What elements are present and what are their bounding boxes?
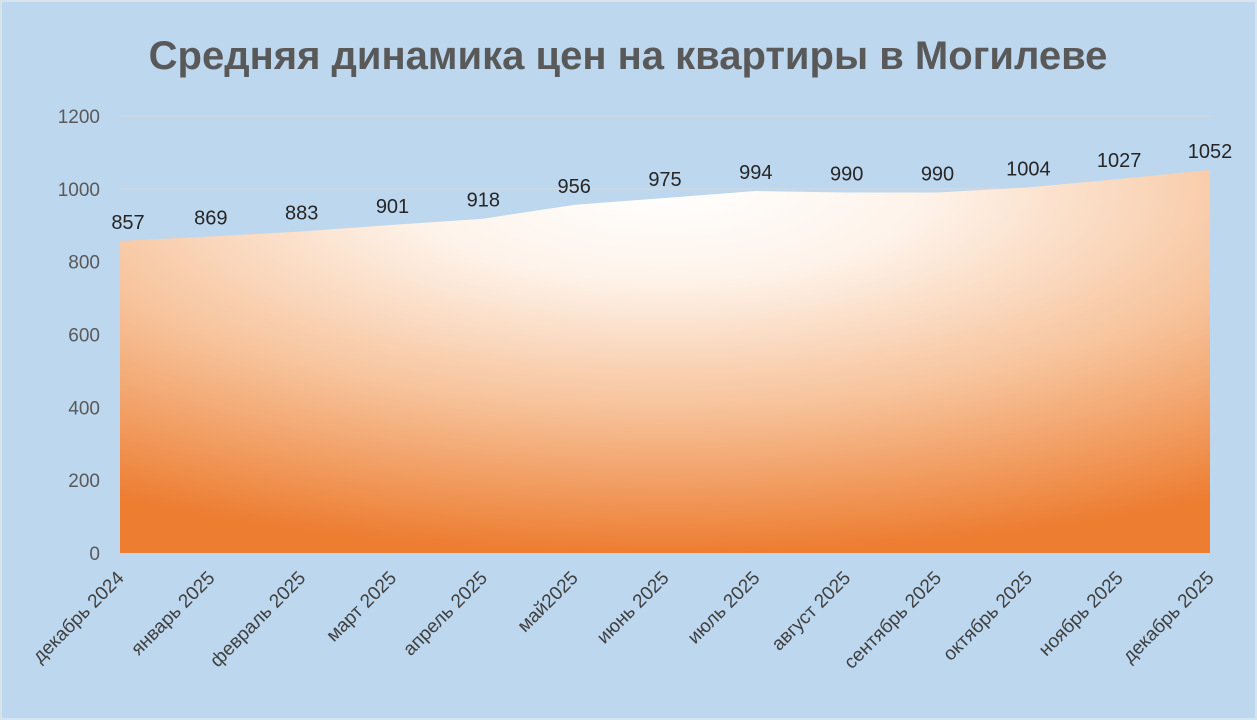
x-tick-label: август 2025: [768, 568, 855, 655]
data-label: 956: [557, 176, 590, 198]
x-tick-label: сентябрь 2025: [840, 568, 946, 674]
x-tick-label: май2025: [514, 568, 583, 637]
data-label: 1004: [1006, 158, 1051, 180]
data-label: 901: [376, 196, 409, 218]
data-label: 918: [467, 190, 500, 212]
area-series: [120, 169, 1210, 553]
x-tick-label: декабрь 2025: [1119, 568, 1219, 668]
data-label: 869: [194, 208, 227, 230]
chart-title: Средняя динамика цен на квартиры в Могил…: [149, 34, 1108, 78]
data-labels: 857 869 883 901 918 956 975 994 990 990 1004 1027 10…: [111, 141, 1232, 234]
data-label: 1052: [1188, 141, 1233, 163]
x-tick-label: декабрь 2024: [29, 567, 129, 667]
x-tick-label: ноябрь 2025: [1035, 568, 1128, 661]
y-axis: 0 200 400 600 800 1000 1200: [58, 107, 100, 565]
y-tick-label: 600: [68, 326, 100, 347]
x-tick-label: март 2025: [323, 568, 402, 647]
data-label: 1027: [1097, 150, 1142, 172]
y-tick-label: 0: [89, 544, 100, 565]
y-tick-label: 1200: [58, 107, 100, 128]
x-tick-label: июль 2025: [684, 568, 765, 649]
data-label: 883: [285, 202, 318, 224]
data-label: 990: [830, 163, 863, 185]
x-tick-label: январь 2025: [127, 568, 219, 660]
data-label: 994: [739, 162, 772, 184]
data-label: 857: [111, 212, 144, 234]
area-fill: [120, 169, 1210, 553]
x-tick-label: апрель 2025: [399, 568, 492, 661]
x-tick-label: октябрь 2025: [939, 568, 1037, 666]
y-tick-label: 400: [68, 398, 100, 419]
data-label: 990: [921, 163, 954, 185]
x-tick-label: июнь 2025: [593, 568, 673, 648]
y-tick-label: 200: [68, 471, 100, 492]
data-label: 975: [648, 169, 681, 191]
x-tick-label: февраль 2025: [206, 568, 310, 672]
y-tick-label: 800: [68, 253, 100, 274]
y-tick-label: 1000: [58, 180, 100, 201]
